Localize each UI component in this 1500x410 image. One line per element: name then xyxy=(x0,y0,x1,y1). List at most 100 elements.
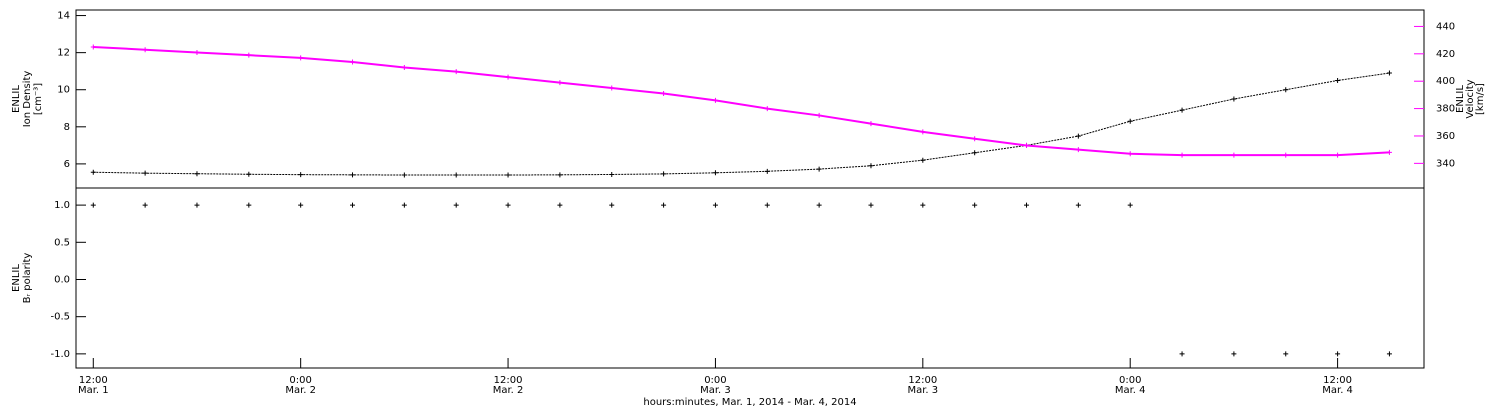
data-point xyxy=(505,74,511,80)
x-tick-label: 12:00 xyxy=(79,375,108,386)
data-point xyxy=(972,202,978,208)
y2-axis-label: [km/s] xyxy=(1475,83,1486,115)
data-point xyxy=(609,202,615,208)
x-tick-label: Mar. 2 xyxy=(493,385,524,396)
data-point xyxy=(816,202,822,208)
data-point xyxy=(1024,202,1030,208)
x-tick-label: 12:00 xyxy=(908,375,937,386)
y2-tick-label: 440 xyxy=(1436,21,1455,32)
x-tick-label: Mar. 4 xyxy=(1115,385,1146,396)
data-point xyxy=(920,202,926,208)
data-point xyxy=(661,202,667,208)
series-line xyxy=(93,45,1390,157)
x-tick-label: 12:00 xyxy=(1323,375,1352,386)
data-point xyxy=(505,202,511,208)
data-point xyxy=(661,91,667,97)
y-tick-label: 10 xyxy=(57,85,70,96)
data-point xyxy=(557,172,563,178)
data-point xyxy=(712,202,718,208)
data-point xyxy=(1386,149,1392,155)
data-point xyxy=(557,80,563,86)
data-point xyxy=(1231,152,1237,158)
y-tick-label: 12 xyxy=(57,48,70,59)
data-point xyxy=(764,202,770,208)
data-point xyxy=(557,202,563,208)
data-point xyxy=(90,44,96,50)
data-point xyxy=(1179,107,1185,113)
y-tick-label: 0.5 xyxy=(54,237,70,248)
y2-tick-label: 340 xyxy=(1436,158,1455,169)
data-point xyxy=(90,169,96,175)
data-point xyxy=(609,171,615,177)
data-point xyxy=(1283,152,1289,158)
data-point xyxy=(816,112,822,118)
y-axis-label: [cm⁻³] xyxy=(33,83,44,115)
x-tick-label: 0:00 xyxy=(1119,375,1141,386)
x-tick-label: Mar. 3 xyxy=(907,385,938,396)
bottom-frame xyxy=(75,187,1425,369)
y2-tick-label: 420 xyxy=(1436,49,1455,60)
y-tick-label: 1.0 xyxy=(54,200,70,211)
y-tick-label: 0.0 xyxy=(54,274,70,285)
data-point xyxy=(1386,70,1392,76)
y2-tick-label: 380 xyxy=(1436,104,1455,115)
data-point xyxy=(194,202,200,208)
data-point xyxy=(142,202,148,208)
data-point xyxy=(1075,202,1081,208)
x-tick-label: 12:00 xyxy=(494,375,523,386)
y-tick-label: -0.5 xyxy=(50,312,70,323)
data-point xyxy=(1075,133,1081,139)
y-axis-label: Ion Density xyxy=(22,71,33,128)
data-point xyxy=(712,170,718,176)
y-axis-label: Bᵣ polarity xyxy=(22,253,33,304)
x-axis-label: hours:minutes, Mar. 1, 2014 - Mar. 4, 20… xyxy=(643,397,856,408)
y2-tick-label: 400 xyxy=(1436,76,1455,87)
x-tick-label: Mar. 3 xyxy=(700,385,731,396)
y2-axis-label: Velocity xyxy=(1465,79,1476,118)
series-line xyxy=(93,72,1390,176)
data-point xyxy=(246,52,252,58)
data-point xyxy=(1386,351,1392,357)
data-point xyxy=(920,129,926,135)
data-point xyxy=(298,172,304,178)
data-point xyxy=(868,163,874,169)
y-axis-label: ENLIL xyxy=(11,264,22,292)
x-tick-label: Mar. 4 xyxy=(1322,385,1353,396)
data-point xyxy=(609,85,615,91)
data-point xyxy=(194,49,200,55)
data-point xyxy=(401,202,407,208)
data-point xyxy=(1127,151,1133,157)
data-point xyxy=(453,202,459,208)
data-point xyxy=(142,47,148,53)
data-point xyxy=(920,157,926,163)
data-point xyxy=(1283,87,1289,93)
data-point xyxy=(1075,147,1081,153)
data-point xyxy=(816,166,822,172)
data-point xyxy=(1127,118,1133,124)
data-point xyxy=(246,202,252,208)
data-point xyxy=(505,172,511,178)
y-tick-label: 14 xyxy=(57,11,70,22)
data-point xyxy=(972,136,978,142)
y2-tick-label: 360 xyxy=(1436,131,1455,142)
data-point xyxy=(1231,351,1237,357)
top-frame xyxy=(75,9,1425,189)
data-point xyxy=(764,168,770,174)
data-point xyxy=(350,59,356,65)
y-tick-label: -1.0 xyxy=(50,349,70,360)
data-point xyxy=(401,65,407,71)
x-tick-label: Mar. 1 xyxy=(78,385,109,396)
data-point xyxy=(246,171,252,177)
data-point xyxy=(453,69,459,75)
x-tick-label: 0:00 xyxy=(289,375,311,386)
data-point xyxy=(1179,152,1185,158)
data-point xyxy=(1231,96,1237,102)
data-point xyxy=(1283,351,1289,357)
y-tick-label: 8 xyxy=(64,122,70,133)
data-point xyxy=(142,170,148,176)
data-point xyxy=(401,172,407,178)
data-point xyxy=(298,55,304,61)
data-point xyxy=(1127,202,1133,208)
data-point xyxy=(1179,351,1185,357)
data-point xyxy=(661,171,667,177)
